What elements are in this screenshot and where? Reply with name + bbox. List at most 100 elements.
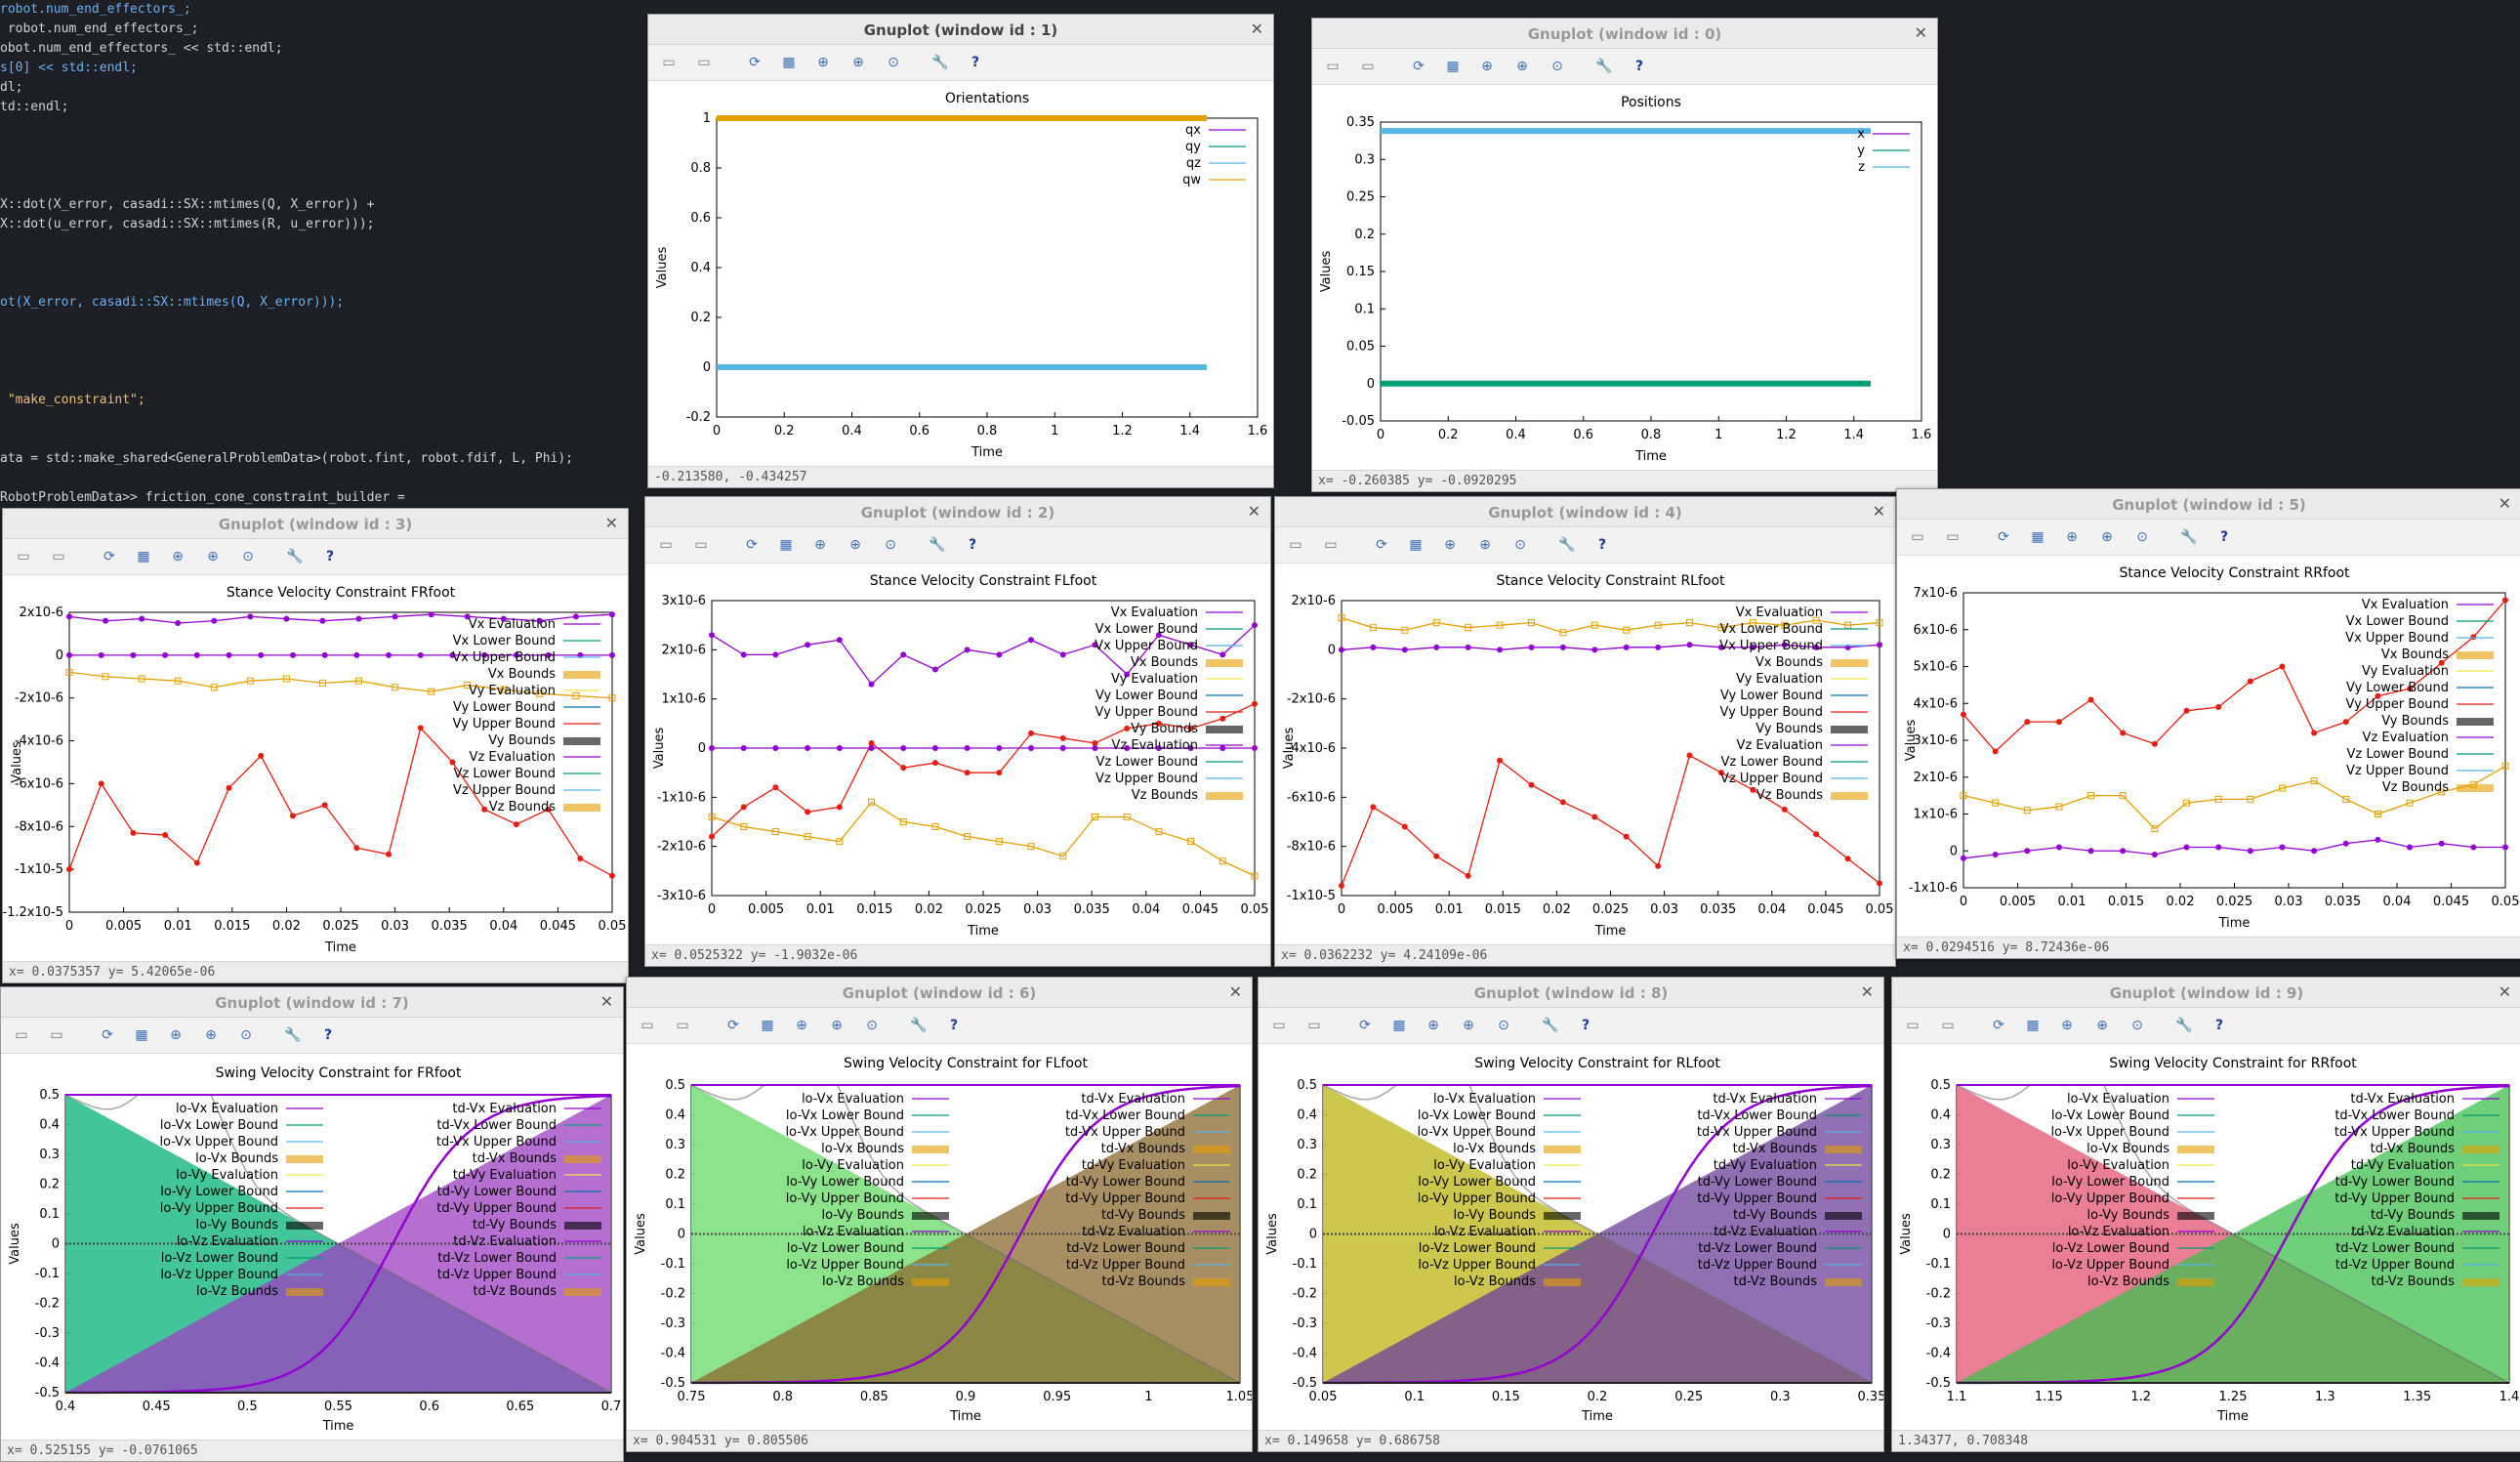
close-icon[interactable]: ✕	[604, 514, 618, 532]
print-icon[interactable]: ▭	[1324, 537, 1338, 553]
close-icon[interactable]: ✕	[599, 992, 613, 1011]
replot-icon[interactable]: ⟳	[1359, 1018, 1371, 1033]
autoscale-icon[interactable]: ⊙	[1498, 1018, 1509, 1033]
help-icon[interactable]: ?	[971, 55, 980, 70]
zoom-next-icon[interactable]: ⊕	[1479, 537, 1491, 553]
copy-icon[interactable]: ▭	[1906, 1018, 1920, 1033]
replot-icon[interactable]: ⟳	[1413, 59, 1425, 74]
help-icon[interactable]: ?	[2214, 1018, 2224, 1033]
gnuplot-window[interactable]: Gnuplot (window id : 8) ✕ ▭ ▭ ⟳ ▦ ⊕ ⊕ ⊙ 🔧? Swing V…	[1258, 977, 1884, 1452]
gnuplot-window[interactable]: Gnuplot (window id : 2) ✕ ▭ ▭ ⟳ ▦ ⊕ ⊕ ⊙ 🔧? Stance …	[644, 496, 1271, 967]
replot-icon[interactable]: ⟳	[749, 55, 761, 70]
plot-area[interactable]: Positions 0 0.2 0.4 0.6 0.8 1 1.2 1.4 1.6 -0.05 0 0.…	[1312, 85, 1937, 470]
gnuplot-window[interactable]: Gnuplot (window id : 6) ✕ ▭ ▭ ⟳ ▦ ⊕ ⊕ ⊙ 🔧? Swing V…	[626, 977, 1253, 1452]
grid-icon[interactable]: ▦	[1392, 1018, 1406, 1033]
autoscale-icon[interactable]: ⊙	[2131, 1018, 2143, 1033]
replot-icon[interactable]: ⟳	[746, 537, 758, 553]
autoscale-icon[interactable]: ⊙	[240, 1027, 252, 1043]
copy-icon[interactable]: ▭	[15, 1027, 28, 1043]
settings-icon[interactable]: 🔧	[286, 549, 304, 564]
plot-area[interactable]: Swing Velocity Constraint for RRfoot 1.1 1…	[1892, 1044, 2520, 1430]
print-icon[interactable]: ▭	[697, 55, 711, 70]
zoom-next-icon[interactable]: ⊕	[831, 1018, 843, 1033]
plot-area[interactable]: Stance Velocity Constraint FLfoot 0 0.005 0…	[645, 564, 1270, 944]
autoscale-icon[interactable]: ⊙	[866, 1018, 878, 1033]
print-icon[interactable]: ▭	[694, 537, 708, 553]
settings-icon[interactable]: 🔧	[910, 1018, 928, 1033]
copy-icon[interactable]: ▭	[662, 55, 676, 70]
replot-icon[interactable]: ⟳	[1998, 529, 2009, 545]
help-icon[interactable]: ?	[968, 537, 977, 553]
grid-icon[interactable]: ▦	[1409, 537, 1423, 553]
plot-area[interactable]: Swing Velocity Constraint for FRfoot 0.4 0…	[1, 1054, 623, 1440]
zoom-prev-icon[interactable]: ⊕	[1444, 537, 1456, 553]
grid-icon[interactable]: ▦	[2031, 529, 2045, 545]
print-icon[interactable]: ▭	[1361, 59, 1375, 74]
plot-area[interactable]: Swing Velocity Constraint for RLfoot 0.05…	[1259, 1044, 1883, 1430]
zoom-prev-icon[interactable]: ⊕	[796, 1018, 807, 1033]
close-icon[interactable]: ✕	[1914, 23, 1927, 42]
print-icon[interactable]: ▭	[52, 549, 65, 564]
close-icon[interactable]: ✕	[1860, 982, 1874, 1001]
window-titlebar[interactable]: Gnuplot (window id : 3) ✕	[3, 509, 628, 539]
autoscale-icon[interactable]: ⊙	[242, 549, 254, 564]
window-titlebar[interactable]: Gnuplot (window id : 9) ✕	[1892, 978, 2520, 1008]
window-titlebar[interactable]: Gnuplot (window id : 4) ✕	[1275, 497, 1895, 527]
close-icon[interactable]: ✕	[1247, 502, 1260, 521]
gnuplot-window[interactable]: Gnuplot (window id : 3) ✕ ▭ ▭ ⟳ ▦ ⊕ ⊕ ⊙ 🔧? Stance …	[2, 508, 629, 983]
autoscale-icon[interactable]: ⊙	[888, 55, 899, 70]
zoom-prev-icon[interactable]: ⊕	[1427, 1018, 1439, 1033]
plot-area[interactable]: Stance Velocity Constraint RLfoot 0 0.005 0…	[1275, 564, 1895, 944]
settings-icon[interactable]: 🔧	[1595, 59, 1613, 74]
zoom-prev-icon[interactable]: ⊕	[814, 537, 826, 553]
zoom-next-icon[interactable]: ⊕	[1516, 59, 1528, 74]
print-icon[interactable]: ▭	[50, 1027, 63, 1043]
print-icon[interactable]: ▭	[676, 1018, 689, 1033]
plot-area[interactable]: Stance Velocity Constraint RRfoot 0 0.005 0…	[1897, 556, 2520, 937]
replot-icon[interactable]: ⟳	[1993, 1018, 2004, 1033]
grid-icon[interactable]: ▦	[137, 549, 150, 564]
copy-icon[interactable]: ▭	[1911, 529, 1924, 545]
grid-icon[interactable]: ▦	[135, 1027, 148, 1043]
copy-icon[interactable]: ▭	[1326, 59, 1340, 74]
settings-icon[interactable]: 🔧	[1542, 1018, 1559, 1033]
window-titlebar[interactable]: Gnuplot (window id : 2) ✕	[645, 497, 1270, 527]
autoscale-icon[interactable]: ⊙	[1551, 59, 1563, 74]
grid-icon[interactable]: ▦	[782, 55, 796, 70]
gnuplot-window[interactable]: Gnuplot (window id : 5) ✕ ▭ ▭ ⟳ ▦ ⊕ ⊕ ⊙ 🔧? Stance …	[1896, 488, 2520, 959]
autoscale-icon[interactable]: ⊙	[1514, 537, 1526, 553]
grid-icon[interactable]: ▦	[779, 537, 793, 553]
gnuplot-window[interactable]: Gnuplot (window id : 7) ✕ ▭ ▭ ⟳ ▦ ⊕ ⊕ ⊙ 🔧? Swing V…	[0, 986, 624, 1462]
zoom-next-icon[interactable]: ⊕	[207, 549, 219, 564]
zoom-prev-icon[interactable]: ⊕	[170, 1027, 182, 1043]
settings-icon[interactable]: 🔧	[929, 537, 946, 553]
replot-icon[interactable]: ⟳	[1376, 537, 1387, 553]
zoom-prev-icon[interactable]: ⊕	[2066, 529, 2078, 545]
replot-icon[interactable]: ⟳	[727, 1018, 739, 1033]
window-titlebar[interactable]: Gnuplot (window id : 0) ✕	[1312, 19, 1937, 49]
help-icon[interactable]: ?	[1634, 59, 1644, 74]
print-icon[interactable]: ▭	[1307, 1018, 1321, 1033]
close-icon[interactable]: ✕	[1228, 982, 1242, 1001]
help-icon[interactable]: ?	[2219, 529, 2229, 545]
zoom-prev-icon[interactable]: ⊕	[2061, 1018, 2073, 1033]
copy-icon[interactable]: ▭	[1272, 1018, 1286, 1033]
close-icon[interactable]: ✕	[1250, 20, 1263, 38]
autoscale-icon[interactable]: ⊙	[885, 537, 896, 553]
zoom-next-icon[interactable]: ⊕	[849, 537, 861, 553]
zoom-prev-icon[interactable]: ⊕	[172, 549, 184, 564]
copy-icon[interactable]: ▭	[17, 549, 30, 564]
zoom-next-icon[interactable]: ⊕	[1463, 1018, 1474, 1033]
zoom-next-icon[interactable]: ⊕	[852, 55, 864, 70]
gnuplot-window[interactable]: Gnuplot (window id : 9) ✕ ▭ ▭ ⟳ ▦ ⊕ ⊕ ⊙ 🔧? Swing V…	[1891, 977, 2520, 1452]
zoom-prev-icon[interactable]: ⊕	[817, 55, 829, 70]
close-icon[interactable]: ✕	[1872, 502, 1885, 521]
plot-area[interactable]: Swing Velocity Constraint for FLfoot 0.75…	[627, 1044, 1252, 1430]
gnuplot-window[interactable]: Gnuplot (window id : 1) ✕ ▭ ▭ ⟳ ▦ ⊕ ⊕ ⊙ 🔧? Orienta…	[647, 14, 1274, 488]
print-icon[interactable]: ▭	[1946, 529, 1960, 545]
grid-icon[interactable]: ▦	[2026, 1018, 2040, 1033]
help-icon[interactable]: ?	[1597, 537, 1607, 553]
copy-icon[interactable]: ▭	[1289, 537, 1302, 553]
settings-icon[interactable]: 🔧	[284, 1027, 302, 1043]
settings-icon[interactable]: 🔧	[1558, 537, 1576, 553]
